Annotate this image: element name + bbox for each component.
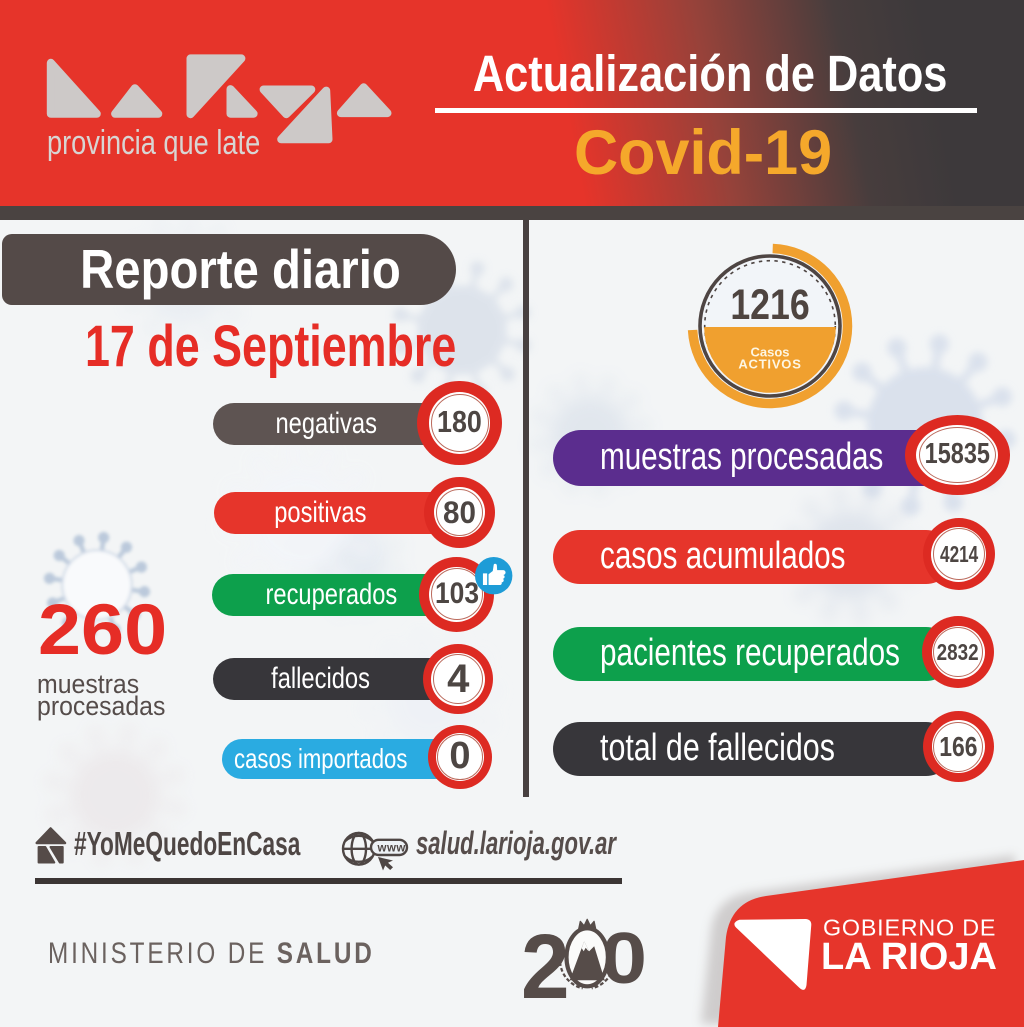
svg-text:Casos: Casos bbox=[750, 344, 789, 359]
svg-text:GOBIERNO DE: GOBIERNO DE bbox=[823, 914, 996, 940]
svg-text:LA RIOJA: LA RIOJA bbox=[821, 936, 997, 978]
svg-text:2: 2 bbox=[521, 916, 570, 1010]
svg-text:www: www bbox=[377, 843, 406, 855]
svg-text:1216: 1216 bbox=[730, 281, 809, 329]
svg-text:ACTIVOS: ACTIVOS bbox=[738, 357, 801, 372]
